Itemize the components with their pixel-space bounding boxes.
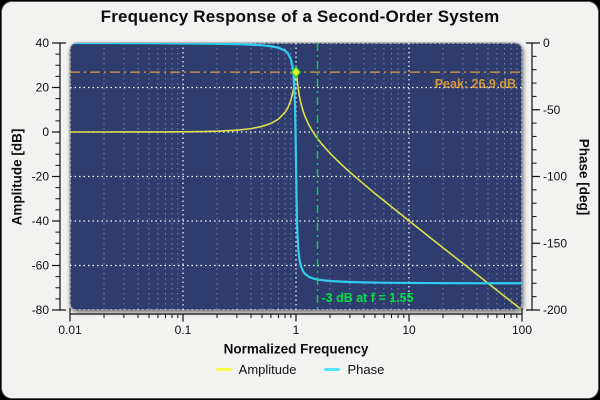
curve-phase bbox=[70, 43, 522, 285]
phase-line-swatch bbox=[324, 368, 341, 371]
svg-text:-80: -80 bbox=[32, 303, 50, 317]
svg-text:-150: -150 bbox=[543, 236, 567, 250]
peak-annotation-text: Peak: 26.9 dB bbox=[435, 77, 516, 91]
legend-item-phase: Phase bbox=[324, 362, 384, 377]
legend-item-amplitude: Amplitude bbox=[215, 362, 297, 377]
legend: Amplitude Phase bbox=[0, 362, 600, 377]
svg-text:-40: -40 bbox=[32, 214, 50, 228]
svg-text:100: 100 bbox=[512, 323, 532, 337]
svg-text:-200: -200 bbox=[543, 303, 567, 317]
legend-label-phase: Phase bbox=[347, 362, 385, 377]
amplitude-line-swatch bbox=[215, 368, 232, 371]
svg-text:0.1: 0.1 bbox=[175, 323, 192, 337]
svg-text:0: 0 bbox=[42, 125, 49, 139]
svg-text:1: 1 bbox=[293, 323, 300, 337]
svg-text:10: 10 bbox=[402, 323, 416, 337]
cutoff-annotation-text: -3 dB at f = 1.55 bbox=[322, 291, 414, 305]
axis-rulers: 40 20 0 -20 -40 -60 -80 0 -50 -100 -150 -200 0.01 0.1… bbox=[32, 36, 568, 337]
svg-text:-100: -100 bbox=[543, 170, 567, 184]
svg-text:-20: -20 bbox=[32, 170, 50, 184]
legend-label-amplitude: Amplitude bbox=[238, 362, 297, 377]
svg-text:0: 0 bbox=[543, 36, 550, 50]
peak-marker bbox=[290, 66, 302, 79]
x-axis-label: Normalized Frequency bbox=[223, 341, 369, 357]
svg-text:0.01: 0.01 bbox=[58, 323, 82, 337]
svg-text:40: 40 bbox=[36, 36, 50, 50]
svg-text:-50: -50 bbox=[543, 103, 561, 117]
svg-text:-60: -60 bbox=[32, 259, 50, 273]
annotations: Peak: 26.9 dB -3 dB at f = 1.55 bbox=[70, 43, 522, 310]
svg-text:20: 20 bbox=[36, 81, 50, 95]
chart-title: Frequency Response of a Second-Order Sys… bbox=[100, 7, 500, 26]
